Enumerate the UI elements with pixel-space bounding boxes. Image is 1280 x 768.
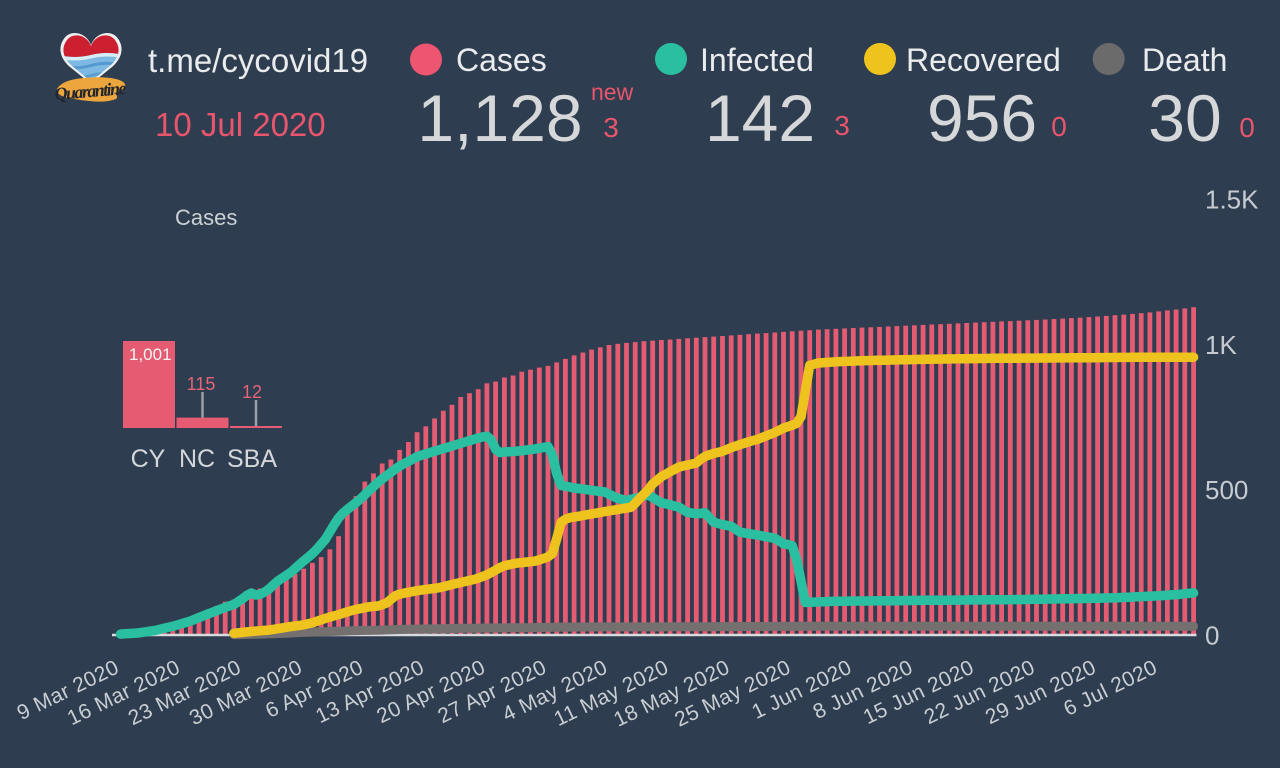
svg-text:Death: Death: [1142, 42, 1227, 78]
svg-text:NC: NC: [179, 445, 215, 473]
svg-text:10 Jul 2020: 10 Jul 2020: [155, 106, 326, 143]
svg-text:Infected: Infected: [700, 42, 814, 78]
svg-text:12: 12: [242, 382, 262, 402]
svg-text:SBA: SBA: [227, 445, 277, 473]
svg-text:1,128: 1,128: [417, 81, 582, 155]
svg-text:Recovered: Recovered: [906, 42, 1061, 78]
svg-text:Cases: Cases: [175, 205, 237, 230]
svg-text:3: 3: [603, 112, 619, 143]
svg-text:500: 500: [1205, 475, 1248, 505]
svg-text:Cases: Cases: [456, 42, 547, 78]
svg-text:0: 0: [1239, 112, 1255, 143]
svg-text:142: 142: [705, 81, 815, 155]
svg-text:Quarantine: Quarantine: [54, 78, 127, 104]
svg-text:1K: 1K: [1205, 330, 1237, 360]
svg-text:0: 0: [1051, 111, 1067, 142]
svg-text:30: 30: [1148, 81, 1221, 155]
svg-text:956: 956: [927, 81, 1037, 155]
svg-text:1,001: 1,001: [129, 345, 172, 364]
svg-text:CY: CY: [131, 445, 166, 473]
svg-text:115: 115: [187, 374, 216, 394]
svg-text:t.me/cycovid19: t.me/cycovid19: [148, 42, 368, 79]
svg-text:new: new: [591, 79, 634, 105]
svg-text:0: 0: [1205, 621, 1219, 651]
svg-text:3: 3: [834, 110, 850, 141]
svg-text:1.5K: 1.5K: [1205, 185, 1259, 215]
